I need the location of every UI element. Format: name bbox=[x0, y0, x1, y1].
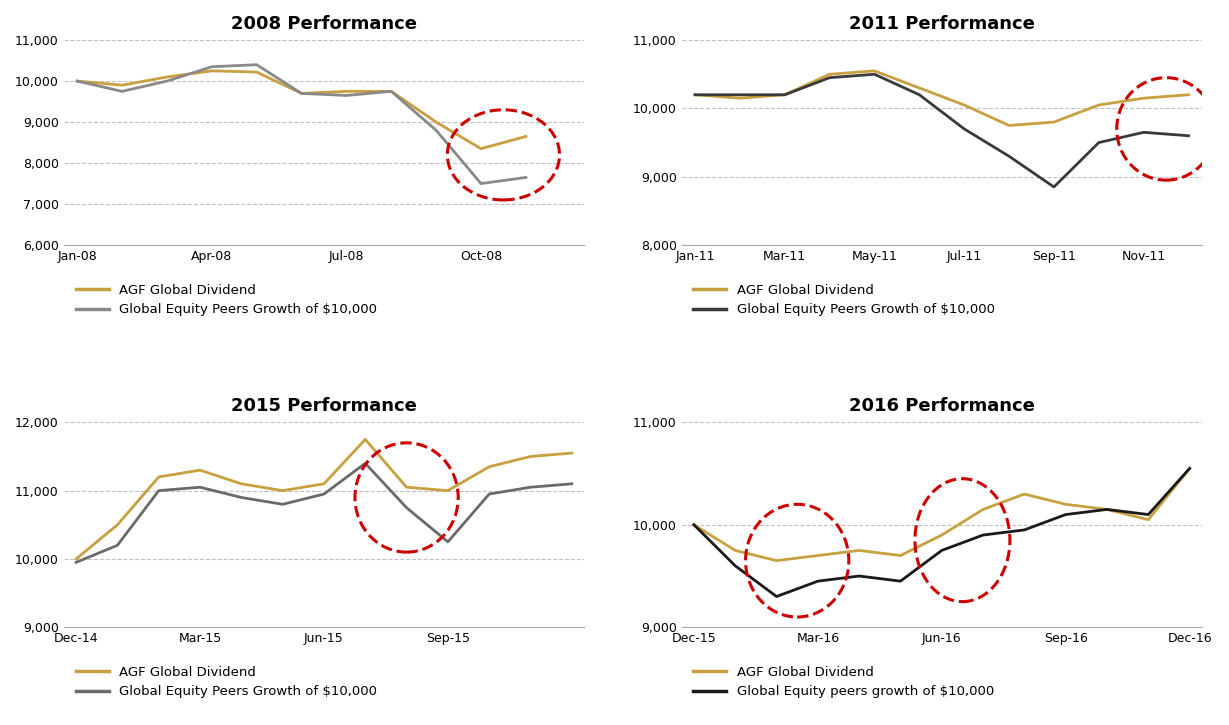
Title: 2015 Performance: 2015 Performance bbox=[231, 397, 417, 415]
Title: 2016 Performance: 2016 Performance bbox=[849, 397, 1035, 415]
Legend: AGF Global Dividend, Global Equity Peers Growth of $10,000: AGF Global Dividend, Global Equity Peers… bbox=[70, 278, 382, 321]
Legend: AGF Global Dividend, Global Equity peers growth of $10,000: AGF Global Dividend, Global Equity peers… bbox=[688, 660, 999, 704]
Title: 2011 Performance: 2011 Performance bbox=[849, 15, 1035, 33]
Title: 2008 Performance: 2008 Performance bbox=[231, 15, 417, 33]
Legend: AGF Global Dividend, Global Equity Peers Growth of $10,000: AGF Global Dividend, Global Equity Peers… bbox=[70, 660, 382, 704]
Legend: AGF Global Dividend, Global Equity Peers Growth of $10,000: AGF Global Dividend, Global Equity Peers… bbox=[688, 278, 1000, 321]
